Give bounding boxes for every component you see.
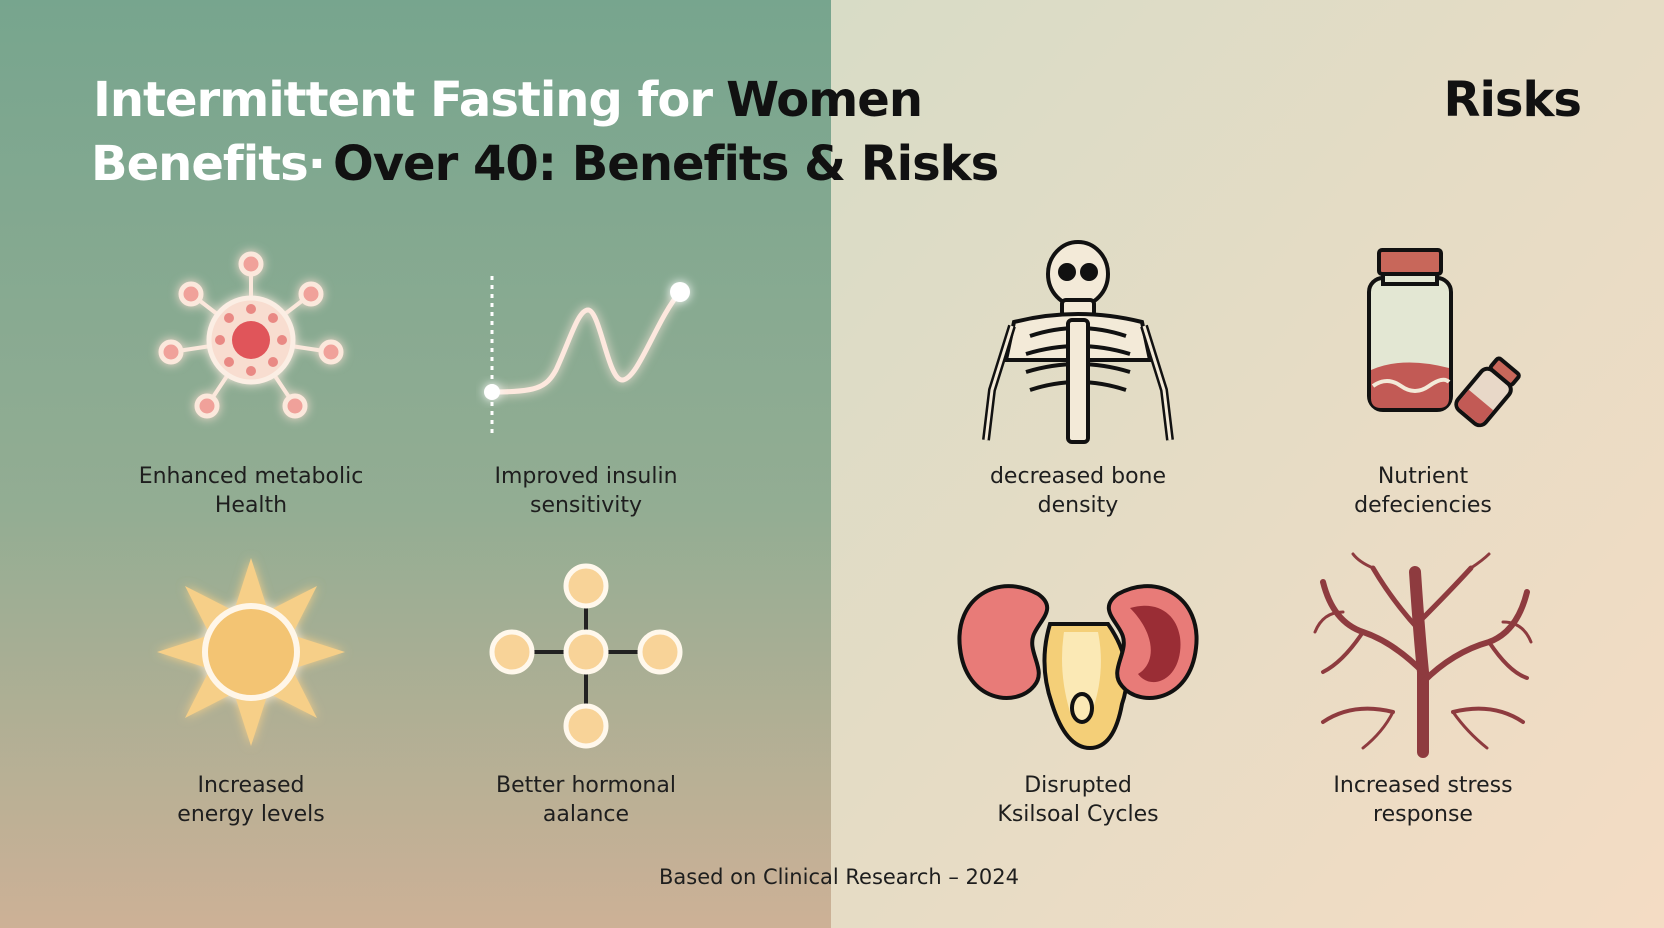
title-light: Benefits· (91, 136, 325, 192)
kidney-icon (957, 584, 1199, 751)
risks-panel (831, 0, 1664, 928)
benefit-label: aalance (543, 802, 629, 827)
benefits-panel (0, 0, 831, 928)
title-line2: Benefits· Over 40: Benefits & Risks (91, 136, 998, 192)
risk-label: Ksilsoal Cycles (997, 802, 1158, 827)
risk-label: Nutrient (1378, 464, 1469, 489)
title-dark: Women (726, 72, 922, 128)
risk-label: Increased stress (1333, 773, 1512, 798)
risk-label: defeciencies (1354, 493, 1492, 518)
risk-label: Disrupted (1024, 773, 1132, 798)
title-light: Intermittent Fasting for (93, 72, 713, 128)
benefit-label: sensitivity (530, 493, 642, 518)
risk-label: response (1373, 802, 1473, 827)
benefit-label: energy levels (177, 802, 324, 827)
benefit-label: Health (215, 493, 287, 518)
risk-label: density (1038, 493, 1119, 518)
benefit-label: Enhanced metabolic (139, 464, 364, 489)
bottle-icon (1367, 248, 1521, 428)
cell-icon (158, 251, 344, 419)
benefit-label: Increased (197, 773, 304, 798)
title-line1: Intermittent Fasting for Women (93, 72, 922, 128)
title-dark: Over 40: Benefits & Risks (333, 136, 998, 192)
vessel-icon (1313, 552, 1533, 758)
skeleton-icon (982, 240, 1174, 444)
benefit-label: Improved insulin (494, 464, 677, 489)
risk-label: decreased bone (990, 464, 1166, 489)
network-icon (489, 563, 683, 749)
benefit-label: Better hormonal (496, 773, 676, 798)
footer: Based on Clinical Research – 2024 (659, 865, 1019, 889)
trend-icon (484, 276, 690, 436)
sun-icon (157, 558, 345, 746)
corner-label: Risks (1444, 72, 1581, 128)
